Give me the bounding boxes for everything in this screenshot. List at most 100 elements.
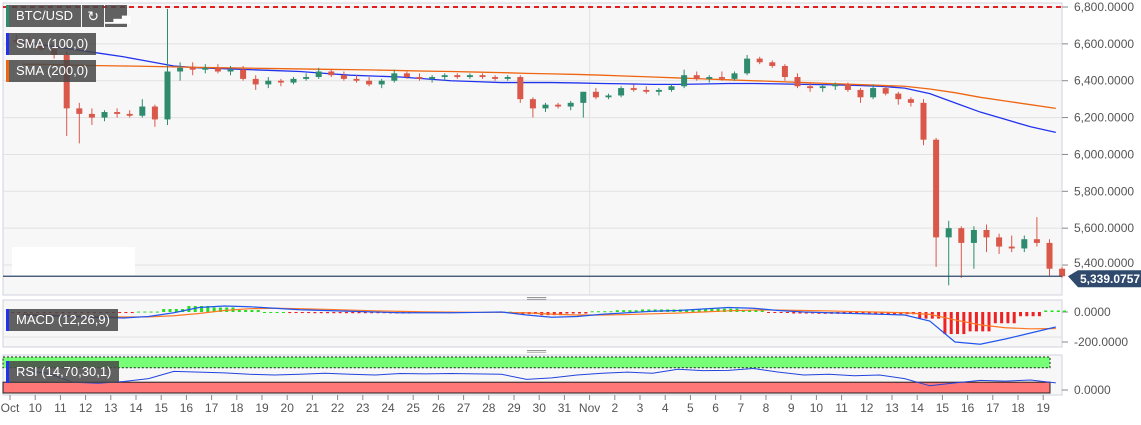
candle-body xyxy=(744,58,751,74)
x-tick-label: 28 xyxy=(482,401,496,415)
candle-body xyxy=(643,89,650,92)
macd-histogram-bar xyxy=(578,312,582,314)
chart-toolbar: BTC/USD ↻ ▁▃▅ xyxy=(6,5,130,27)
candle-body xyxy=(1008,246,1015,249)
macd-histogram-bar xyxy=(697,309,701,312)
candle-body xyxy=(277,80,284,83)
macd-histogram-bar xyxy=(1006,312,1010,324)
x-tick-label: 17 xyxy=(986,401,1000,415)
blank-overlay xyxy=(12,247,135,275)
sma200-text: SMA (200,0) xyxy=(16,63,89,78)
candle-body xyxy=(693,75,700,79)
x-tick-label: 19 xyxy=(255,401,269,415)
x-tick-label: 11 xyxy=(835,401,848,415)
x-tick-label: 25 xyxy=(407,401,421,415)
macd-histogram-bar xyxy=(168,309,172,312)
macd-histogram-bar xyxy=(785,312,789,313)
macd-histogram-bar xyxy=(344,312,348,314)
candle-body xyxy=(416,77,423,79)
x-tick-label: 3 xyxy=(637,401,644,415)
candle-body xyxy=(479,75,486,78)
x-tick-label: 20 xyxy=(281,401,295,415)
candle-body xyxy=(1033,239,1040,243)
macd-histogram-bar xyxy=(218,307,222,312)
macd-histogram-bar xyxy=(880,312,884,315)
x-tick-label: 15 xyxy=(936,401,950,415)
macd-histogram-bar xyxy=(861,312,865,314)
candle-body xyxy=(655,89,662,92)
macd-histogram-bar xyxy=(987,312,991,332)
macd-histogram-bar xyxy=(722,308,726,312)
macd-histogram-bar xyxy=(867,312,871,315)
candle-body xyxy=(970,230,977,243)
main-panel xyxy=(2,2,1063,296)
candle-body xyxy=(517,77,524,100)
candle-body xyxy=(265,80,272,85)
macd-histogram-bar xyxy=(603,311,607,313)
macd-histogram-bar xyxy=(275,312,279,313)
bar-chart-button[interactable]: ▁▃▅ xyxy=(105,5,130,27)
candle-body xyxy=(139,106,146,116)
candle-body xyxy=(492,77,499,79)
symbol-label[interactable]: BTC/USD xyxy=(6,5,82,27)
candle-body xyxy=(189,67,196,70)
macd-histogram-bar xyxy=(300,312,304,314)
x-tick-label: Oct xyxy=(1,401,20,415)
macd-histogram-bar xyxy=(338,312,342,314)
candle-body xyxy=(151,106,158,120)
macd-histogram-bar xyxy=(288,312,292,314)
macd-histogram-bar xyxy=(363,312,367,314)
x-tick-label: 30 xyxy=(533,401,547,415)
x-tick-label: 12 xyxy=(79,401,93,415)
candle-body xyxy=(202,67,209,70)
macd-label[interactable]: MACD (12,26,9) xyxy=(6,309,118,331)
sma200-color-bar xyxy=(6,60,9,82)
candle-body xyxy=(403,73,410,78)
candle-body xyxy=(580,91,587,103)
candle-body xyxy=(706,77,713,79)
macd-histogram-bar xyxy=(149,311,153,313)
macd-histogram-bar xyxy=(130,312,134,314)
candle-body xyxy=(920,102,927,140)
macd-histogram-bar xyxy=(326,312,330,314)
candle-body xyxy=(630,88,637,90)
candle-body xyxy=(214,67,221,72)
macd-histogram-bar xyxy=(779,312,783,313)
y-tick-label: 6,400.0000 xyxy=(1074,74,1134,88)
macd-histogram-bar xyxy=(237,310,241,312)
current-price-badge xyxy=(1068,270,1141,288)
macd-histogram-bar xyxy=(981,312,985,332)
macd-histogram-bar xyxy=(313,312,317,314)
macd-histogram-bar xyxy=(792,312,796,314)
macd-histogram-bar xyxy=(1050,310,1054,312)
rsi-oversold-band xyxy=(2,381,1051,394)
sma200-label[interactable]: SMA (200,0) xyxy=(6,60,97,82)
macd-histogram-bar xyxy=(641,309,645,312)
macd-histogram-bar xyxy=(924,312,928,319)
x-tick-label: 16 xyxy=(961,401,975,415)
macd-histogram-bar xyxy=(1056,310,1060,312)
macd-histogram-bar xyxy=(634,310,638,312)
candle-body xyxy=(996,237,1003,247)
macd-histogram-bar xyxy=(748,310,752,312)
candle-body xyxy=(781,65,788,78)
candle-body xyxy=(504,77,511,79)
sma100-label[interactable]: SMA (100,0) xyxy=(6,33,97,55)
macd-histogram-bar xyxy=(716,308,720,312)
rsi-label[interactable]: RSI (14,70,30,1) xyxy=(6,361,120,383)
candle-body xyxy=(1059,268,1066,277)
x-tick-label: 24 xyxy=(381,401,395,415)
x-tick-label: 9 xyxy=(788,401,795,415)
candle-body xyxy=(769,62,776,66)
macd-histogram-bar xyxy=(590,311,594,313)
macd-text: MACD (12,26,9) xyxy=(16,312,110,327)
macd-histogram-bar xyxy=(137,311,141,313)
candle-body xyxy=(353,78,360,81)
macd-histogram-bar xyxy=(974,312,978,332)
macd-histogram-bar xyxy=(767,312,771,313)
y-tick-label: 5,800.0000 xyxy=(1074,184,1134,198)
x-tick-label: 31 xyxy=(558,401,572,415)
refresh-button[interactable]: ↻ xyxy=(82,5,105,27)
x-tick-label: 18 xyxy=(230,401,244,415)
